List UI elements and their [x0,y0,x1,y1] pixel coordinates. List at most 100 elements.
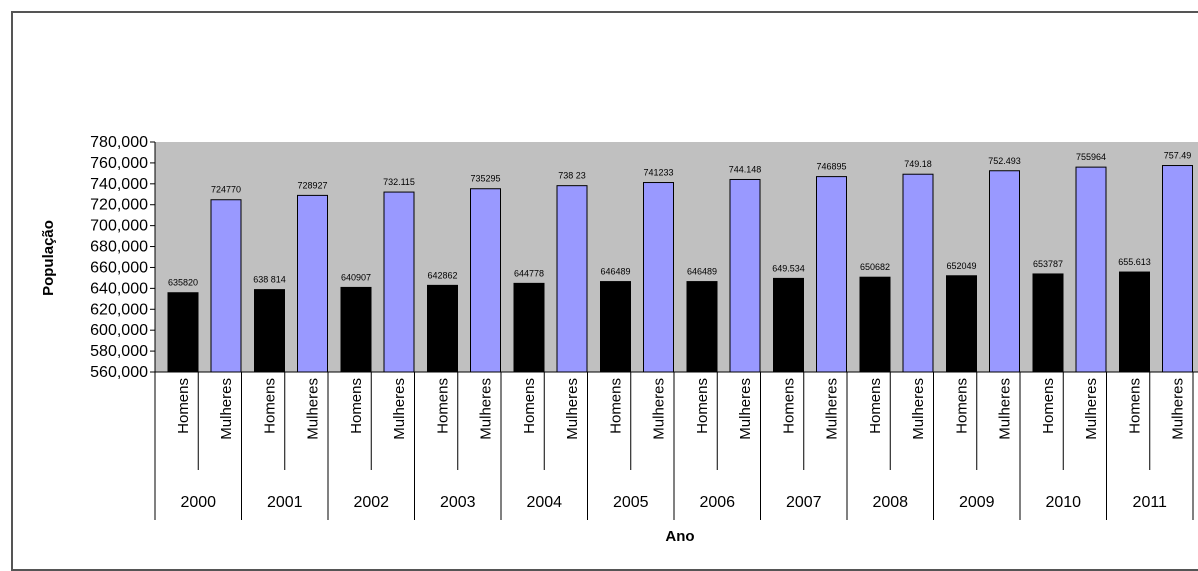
data-label-mulheres-2002: 732.115 [383,177,415,187]
data-label-mulheres-2001: 728927 [297,180,327,190]
category-label-homens: Homens [954,378,971,434]
y-tick-label: 760,000 [90,155,148,172]
bar-homens-2005 [600,281,631,373]
bar-mulheres-2004 [556,185,588,373]
year-label-2007: 2007 [786,494,822,511]
data-label-mulheres-2004: 738 23 [558,171,586,181]
bar-mulheres-2003 [470,188,501,373]
data-label-homens-2002: 640907 [341,272,371,282]
y-tick-label: 720,000 [90,197,148,214]
bar-homens-2011 [1119,271,1150,373]
category-label-mulheres: Mulheres [564,378,581,440]
year-label-2011: 2011 [1133,494,1168,511]
data-label-mulheres-2005: 741233 [643,168,673,178]
bar-mulheres-2009 [989,170,1020,373]
bar-homens-2004 [513,282,545,373]
category-label-homens: Homens [435,378,452,434]
category-label-homens: Homens [694,378,711,434]
y-tick-label: 620,000 [90,301,148,318]
bar-mulheres-2001 [297,194,328,373]
population-bar-chart: 560,000 580,000 600,000 620,000 640,000 660,0… [40,134,1198,545]
bar-mulheres-2006 [729,178,761,373]
category-label-mulheres: Mulheres [737,378,754,440]
bar-homens-2010 [1032,273,1064,373]
data-label-homens-2003: 642862 [427,270,457,280]
bar-homens-2007 [773,277,804,373]
category-label-homens: Homens [867,378,884,434]
bar-homens-2000 [167,292,199,373]
year-label-2008: 2008 [872,494,908,511]
category-label-homens: Homens [1127,378,1144,434]
category-label-homens: Homens [175,378,192,434]
year-label-2001: 2001 [267,494,303,511]
category-label-homens: Homens [348,378,365,434]
category-label-homens: Homens [262,378,279,434]
data-label-homens-2006: 646489 [687,267,717,277]
bar-mulheres-2008 [902,173,934,373]
y-tick-label: 560,000 [90,364,148,381]
year-label-2003: 2003 [440,494,476,511]
y-axis-title: População [40,220,57,296]
category-label-homens: Homens [1040,378,1057,434]
category-label-mulheres: Mulheres [391,378,408,440]
y-tick-label: 780,000 [90,134,148,151]
category-label-homens: Homens [608,378,625,434]
year-label-2004: 2004 [526,494,562,511]
category-label-mulheres: Mulheres [1083,378,1100,440]
category-label-mulheres: Mulheres [1170,378,1187,440]
category-label-homens: Homens [521,378,538,434]
category-label-mulheres: Mulheres [305,378,322,440]
year-label-2002: 2002 [353,494,389,511]
y-tick-label: 640,000 [90,280,148,297]
data-label-homens-2005: 646489 [600,267,630,277]
data-label-mulheres-2006: 744.148 [729,164,762,174]
category-label-mulheres: Mulheres [651,378,668,440]
bar-homens-2006 [686,281,718,373]
data-label-mulheres-2003: 735295 [470,174,500,184]
data-label-mulheres-2011: 757.49 [1164,151,1192,161]
y-tick-label: 700,000 [90,218,148,235]
bar-mulheres-2010 [1075,166,1107,373]
category-label-mulheres: Mulheres [478,378,495,440]
year-label-2009: 2009 [959,494,995,511]
data-label-homens-2011: 655.613 [1118,257,1151,267]
data-label-homens-2008: 650682 [860,262,890,272]
category-label-homens: Homens [781,378,798,434]
category-label-mulheres: Mulheres [910,378,927,440]
bar-mulheres-2002 [383,191,415,373]
year-label-2000: 2000 [180,494,216,511]
bar-mulheres-2011 [1162,165,1193,373]
bar-homens-2009 [946,275,977,373]
plot-area [155,142,1198,372]
y-tick-label: 680,000 [90,239,148,256]
category-label-mulheres: Mulheres [218,378,235,440]
data-label-mulheres-2009: 752.493 [988,156,1021,166]
data-label-homens-2004: 644778 [514,268,544,278]
data-label-homens-2007: 649.534 [772,263,805,273]
data-label-homens-2010: 653787 [1033,259,1063,269]
data-label-homens-2009: 652049 [946,261,976,271]
data-label-mulheres-2010: 755964 [1076,152,1106,162]
year-label-2010: 2010 [1045,494,1081,511]
year-label-2005: 2005 [613,494,649,511]
bar-mulheres-2007 [816,176,847,373]
data-label-mulheres-2000: 724770 [211,185,241,195]
bar-homens-2008 [859,276,891,373]
data-label-homens-2001: 638 814 [253,275,286,285]
data-label-mulheres-2008: 749.18 [904,159,932,169]
y-tick-label: 660,000 [90,259,148,276]
y-tick-label: 580,000 [90,343,148,360]
bar-mulheres-2005 [643,182,674,373]
bar-mulheres-2000 [210,199,242,373]
x-axis-title: Ano [665,528,694,545]
bar-homens-2003 [427,284,458,373]
bar-homens-2002 [340,286,372,373]
category-label-mulheres: Mulheres [824,378,841,440]
bar-homens-2001 [254,289,285,373]
y-tick-label: 740,000 [90,176,148,193]
y-tick-label: 600,000 [90,322,148,339]
year-label-2006: 2006 [699,494,735,511]
data-label-mulheres-2007: 746895 [816,162,846,172]
category-label-mulheres: Mulheres [997,378,1014,440]
data-label-homens-2000: 635820 [168,278,198,288]
